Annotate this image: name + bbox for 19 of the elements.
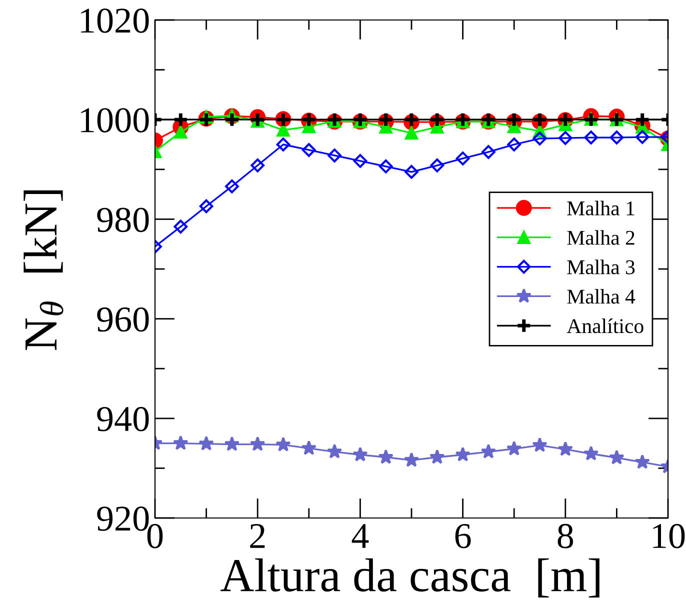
legend-label: Malha 2 <box>567 230 634 245</box>
x-tick-label: 4 <box>352 524 369 548</box>
x-tick-label: 2 <box>250 524 265 548</box>
x-tick-label: 10 <box>653 524 685 548</box>
legend-label: Analítico <box>566 318 644 334</box>
y-tick-label: 960 <box>97 307 149 332</box>
y-tick-label: 1000 <box>81 108 149 132</box>
x-tick-label: 6 <box>455 524 471 548</box>
legend-label: Malha 4 <box>567 289 636 304</box>
y-tick-label: 920 <box>97 506 149 531</box>
y-axis-title: N$_{θ}$ [kN] <box>24 190 64 350</box>
y-tick-label: 940 <box>97 406 149 432</box>
x-axis-title: Altura da casca [m] <box>220 558 600 598</box>
legend-label: Malha 3 <box>567 260 635 274</box>
x-tick-label: 8 <box>558 524 574 548</box>
y-tick-label: 1020 <box>81 8 149 33</box>
y-tick-label: 980 <box>97 208 149 232</box>
legend-label: Malha 1 <box>567 200 634 216</box>
x-tick-label: 0 <box>147 524 163 548</box>
